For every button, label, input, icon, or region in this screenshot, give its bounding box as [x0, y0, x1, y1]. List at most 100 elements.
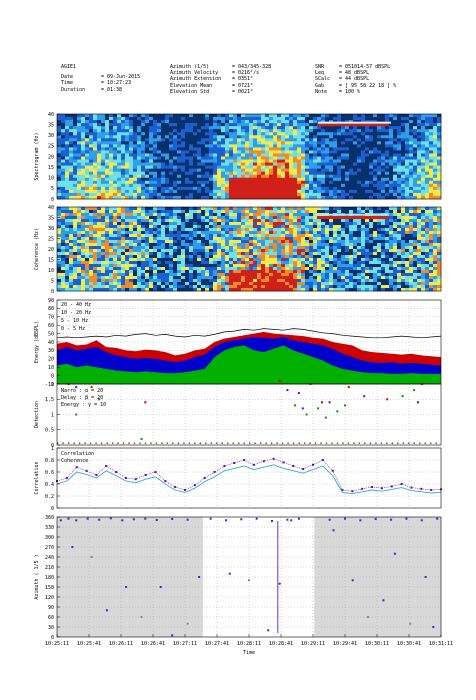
heat-cell: [277, 240, 282, 244]
heat-cell: [289, 114, 294, 118]
heat-cell: [321, 279, 326, 283]
heat-cell: [345, 174, 350, 179]
heat-cell: [397, 147, 402, 151]
heat-cell: [353, 141, 358, 145]
heat-cell: [341, 159, 346, 163]
heat-cell: [181, 117, 186, 121]
heat-cell: [181, 222, 186, 226]
heat-cell: [109, 273, 114, 277]
heat-cell: [353, 189, 358, 194]
heat-cell: [373, 273, 378, 277]
heat-cell: [149, 261, 154, 265]
heat-cell: [365, 129, 370, 133]
heat-cell: [277, 132, 282, 136]
heat-cell: [393, 117, 398, 121]
heat-cell: [117, 285, 122, 289]
heat-cell: [85, 237, 90, 241]
heat-cell: [357, 186, 362, 191]
heat-cell: [225, 249, 230, 253]
heat-cell: [365, 240, 370, 244]
heat-cell: [321, 177, 326, 182]
heat-cell: [69, 240, 74, 244]
heat-cell: [141, 273, 146, 277]
heat-cell: [369, 129, 374, 133]
heat-cell: [93, 192, 98, 197]
heat-cell: [285, 186, 290, 191]
heat-cell: [293, 228, 298, 232]
heat-cell: [173, 171, 178, 176]
heat-cell: [281, 228, 286, 232]
heat-cell: [285, 165, 290, 169]
heat-cell: [361, 159, 366, 163]
heat-cell: [69, 114, 74, 118]
heat-cell: [201, 117, 206, 121]
heat-cell: [357, 255, 362, 259]
heat-cell: [181, 126, 186, 130]
heat-cell: [397, 123, 402, 127]
heat-cell: [169, 279, 174, 283]
heat-cell: [169, 258, 174, 262]
heat-cell: [421, 138, 426, 142]
heat-cell: [177, 147, 182, 151]
heat-cell: [253, 123, 258, 127]
heat-cell: [281, 141, 286, 145]
heat-cell: [105, 225, 110, 229]
heat-cell: [253, 156, 258, 160]
heat-cell: [161, 282, 166, 286]
heat-cell: [97, 156, 102, 160]
heat-cell: [113, 129, 118, 133]
heat-cell: [433, 162, 438, 166]
heat-cell: [297, 114, 302, 118]
heat-cell: [289, 141, 294, 145]
heat-cell: [189, 189, 194, 194]
heat-cell: [125, 225, 130, 229]
heat-cell: [57, 240, 62, 244]
heat-cell: [77, 279, 82, 283]
heat-cell: [121, 165, 126, 169]
heat-cell: [345, 192, 350, 197]
heat-cell: [173, 168, 178, 172]
heat-cell: [381, 147, 386, 151]
heat-cell: [345, 270, 350, 274]
heat-cell: [341, 126, 346, 130]
heat-cell: [249, 126, 254, 130]
heat-cell: [353, 177, 358, 182]
heat-cell: [345, 261, 350, 265]
heat-cell: [357, 126, 362, 130]
heat-cell: [205, 288, 210, 292]
heat-cell: [149, 144, 154, 148]
heat-cell: [237, 165, 242, 169]
heat-cell: [121, 213, 126, 217]
heat-cell: [113, 216, 118, 220]
heat-cell: [297, 156, 302, 160]
heat-cell: [285, 123, 290, 127]
heat-cell: [301, 168, 306, 172]
heat-cell: [341, 183, 346, 188]
heat-cell: [337, 225, 342, 229]
heat-cell: [85, 222, 90, 226]
heat-cell: [437, 120, 442, 124]
heat-cell: [165, 180, 170, 185]
heat-cell: [361, 207, 366, 211]
heat-cell: [269, 285, 274, 289]
heat-cell: [213, 123, 218, 127]
heat-cell: [249, 285, 254, 289]
heat-cell: [89, 129, 94, 133]
heat-cell: [61, 282, 66, 286]
heat-cell: [281, 225, 286, 229]
heat-cell: [153, 279, 158, 283]
spectrogram-band: [318, 121, 392, 124]
heat-cell: [369, 276, 374, 280]
heat-cell: [241, 183, 246, 188]
heat-cell: [189, 288, 194, 292]
heat-cell: [69, 138, 74, 142]
heat-cell: [153, 189, 158, 194]
heat-cell: [241, 231, 246, 235]
heat-cell: [361, 267, 366, 271]
heat-cell: [149, 288, 154, 292]
heat-cell: [305, 165, 310, 169]
heat-cell: [117, 114, 122, 118]
heat-cell: [405, 165, 410, 169]
heat-cell: [293, 237, 298, 241]
heat-cell: [169, 120, 174, 124]
